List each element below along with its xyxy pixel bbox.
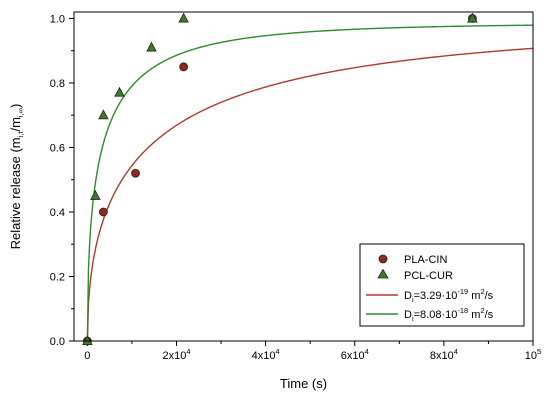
x-tick-label-exp: 4 <box>454 347 458 356</box>
y-tick-label: 0.8 <box>50 78 65 90</box>
point-pcl-cur <box>90 190 101 200</box>
y-axis-title-end: ) <box>8 104 23 108</box>
y-tick-label: 0.2 <box>50 271 65 283</box>
x-tick-label-base: 4x10 <box>252 350 276 362</box>
y-tick-label: 1.0 <box>50 13 65 25</box>
fit-2-mid: =8.08·10 <box>414 309 458 321</box>
x-tick-label: 4x104 <box>252 347 280 362</box>
y-tick-labels: 0.0 0.2 0.4 0.6 0.8 1.0 <box>50 13 65 348</box>
point-pcl-cur <box>82 335 93 346</box>
fit-1-unit-exp: 2 <box>480 287 484 296</box>
legend-box <box>359 243 525 327</box>
x-tick-label-base: 10 <box>525 350 537 362</box>
x-tick-labels: 0 2x104 4x104 6x104 8x104 105 <box>84 347 541 362</box>
data-points <box>82 12 478 346</box>
y-axis-title: Relative release (mi,t/mi,∞) <box>8 104 25 250</box>
fit-curves <box>86 24 534 342</box>
legend-label-fit-1: Di=3.29·10-19 m2/s <box>404 287 494 304</box>
x-tick-label: 2x104 <box>162 347 190 362</box>
x-tick-label-exp: 4 <box>365 347 369 356</box>
fit-2-exp: -18 <box>457 306 468 315</box>
x-tick-label: 0 <box>84 350 90 362</box>
fit-1-sub: i <box>412 295 414 304</box>
legend-label-pcl-cur: PCL-CUR <box>404 270 453 282</box>
legend: PLA-CIN PCL-CUR Di=3.29·10-19 m2/s Di=8.… <box>359 243 525 327</box>
fit-1-end: /s <box>485 290 494 302</box>
legend-marker-pcl-cur <box>377 268 389 279</box>
point-pcl-cur <box>146 41 157 52</box>
fit-2-d: D <box>404 309 412 321</box>
legend-label-pla-cin: PLA-CIN <box>404 254 447 266</box>
y-tick-label: 0.6 <box>50 142 65 154</box>
legend-marker-pla-cin <box>378 254 388 264</box>
point-pla-cin <box>179 62 189 72</box>
x-axis-title: Time (s) <box>280 376 327 391</box>
fit-1-d: D <box>404 290 412 302</box>
plot-frame <box>73 11 534 342</box>
x-tick-label-exp: 4 <box>186 347 190 356</box>
point-pcl-cur <box>98 109 109 120</box>
x-tick-label-base: 2x10 <box>162 350 186 362</box>
x-tick-label: 105 <box>525 347 541 362</box>
x-tick-label-exp: 5 <box>537 347 541 356</box>
x-tick-label-base: 6x10 <box>341 350 365 362</box>
legend-label-fit-2: Di=8.08·10-18 m2/s <box>404 306 494 323</box>
x-tick-label-exp: 4 <box>275 347 279 356</box>
y-axis-title-mid: /m <box>8 117 23 131</box>
fit-curve-2 <box>86 24 534 342</box>
fit-2-unit-exp: 2 <box>480 306 484 315</box>
x-tick-label-base: 8x10 <box>430 350 454 362</box>
fit-curve-1 <box>86 47 534 342</box>
y-axis-title-sub2: i,∞ <box>16 108 25 117</box>
fit-1-mid: =3.29·10 <box>414 290 458 302</box>
fit-2-unit: m <box>468 309 480 321</box>
fit-2-end: /s <box>485 309 494 321</box>
fit-2-sub: i <box>412 314 414 323</box>
fit-1-unit: m <box>468 290 480 302</box>
y-axis-title-sub1: i,t <box>16 131 25 138</box>
point-pla-cin <box>131 168 140 178</box>
y-tick-label: 0.0 <box>50 336 65 348</box>
point-pcl-cur <box>178 12 189 23</box>
y-axis-title-main: Relative release (m <box>8 137 23 249</box>
point-pcl-cur <box>467 12 478 23</box>
point-pla-cin <box>99 207 108 217</box>
x-tick-label: 6x104 <box>341 347 369 362</box>
x-tick-label-base: 0 <box>84 350 90 362</box>
y-tick-label: 0.4 <box>50 207 65 219</box>
point-pcl-cur <box>114 86 125 97</box>
fit-1-exp: -19 <box>457 287 468 296</box>
x-tick-label: 8x104 <box>430 347 458 362</box>
